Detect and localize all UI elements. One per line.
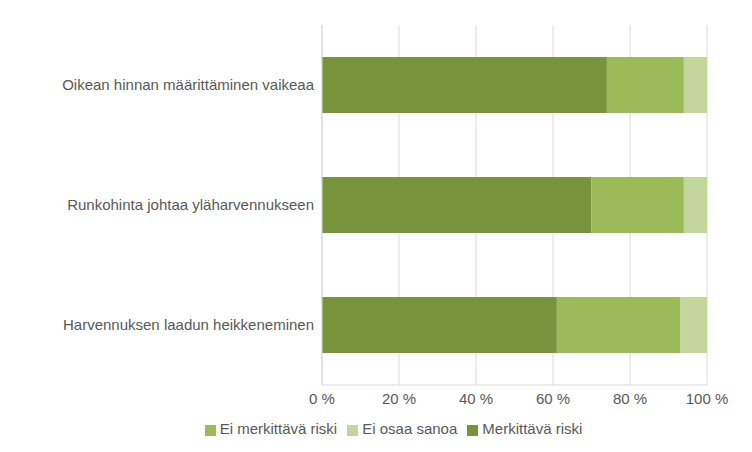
html-text:Ei osaa sanoa: Ei osaa sanoa [362,420,458,437]
svg-text:20 %: 20 % [382,390,416,407]
svg-text:Runkohinta johtaa yläharvennuk: Runkohinta johtaa yläharvennukseen [67,196,314,213]
html-text:Merkittävä riski: Merkittävä riski [482,420,583,437]
html-text:Ei merkittävä riski: Ei merkittävä riski [219,420,338,437]
svg-text:80 %: 80 % [613,390,647,407]
svg-text:Oikean hinnan määrittäminen va: Oikean hinnan määrittäminen vaikeaa [62,76,314,93]
svg-text:0 %: 0 % [309,390,335,407]
svg-text:Harvennuksen laadun heikkenemi: Harvennuksen laadun heikkeneminen [63,316,314,333]
svg-text:60 %: 60 % [536,390,570,407]
svg-text:100 %: 100 % [686,390,729,407]
svg-text:40 %: 40 % [459,390,493,407]
